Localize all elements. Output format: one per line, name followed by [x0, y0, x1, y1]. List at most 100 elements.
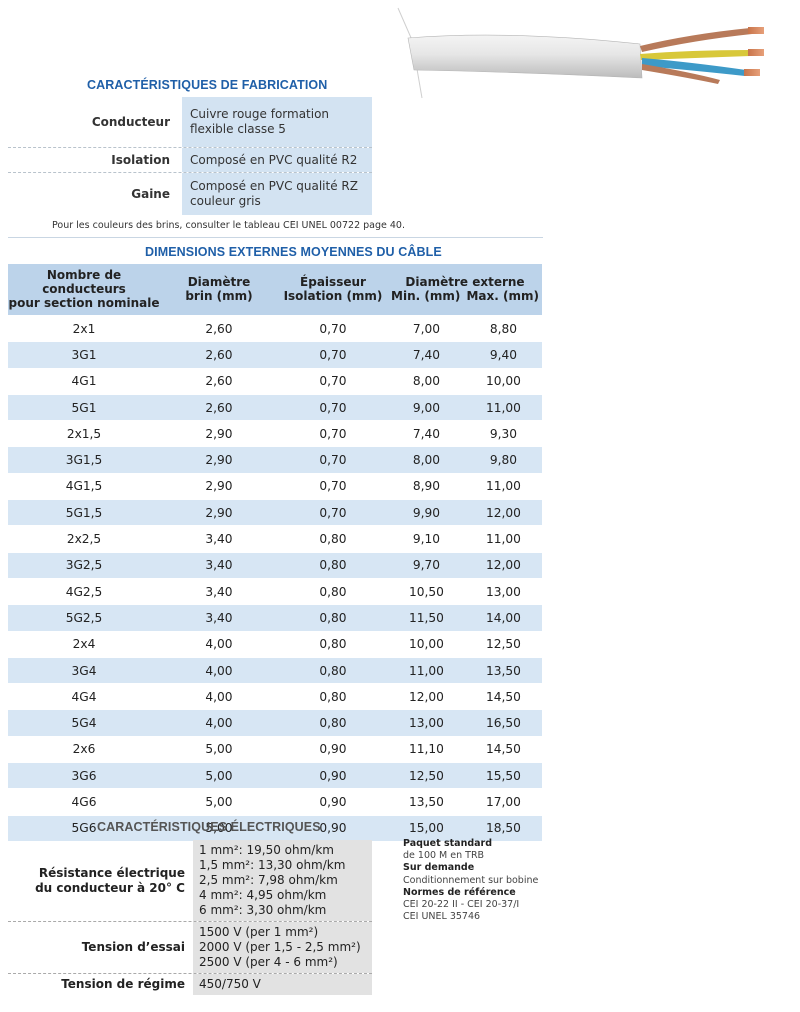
- table-header-row: Nombre de conducteurs pour section nomin…: [8, 264, 542, 316]
- cell-diameter-min: 7,00: [388, 314, 465, 342]
- table-row: 2x2,5 3,40 0,80 9,10 11,00: [8, 525, 542, 553]
- cell-diameter-max: 18,50: [465, 814, 542, 841]
- header-insulation-thickness: Épaisseur Isolation (mm): [278, 264, 388, 316]
- cell-conductors: 3G1,5: [8, 446, 160, 474]
- divider: [8, 237, 543, 238]
- cell-insulation: 0,70: [278, 393, 388, 421]
- cell-strand-diameter: 4,00: [160, 709, 278, 737]
- cell-insulation: 0,80: [278, 551, 388, 579]
- cell-diameter-min: 12,00: [388, 683, 465, 710]
- cell-conductors: 5G1: [8, 393, 160, 421]
- fabrication-label: Isolation: [111, 153, 170, 167]
- table-row: 3G1 2,60 0,70 7,40 9,40: [8, 341, 542, 369]
- fabrication-value: Composé en PVC qualité RZ couleur gris: [182, 173, 372, 215]
- demand-value: Conditionnement sur bobine: [403, 874, 539, 886]
- cell-conductors: 4G1: [8, 367, 160, 395]
- dimensions-table: Nombre de conducteurs pour section nomin…: [8, 264, 542, 841]
- cell-conductors: 5G4: [8, 709, 160, 737]
- table-row: 5G6 5,00 0,90 15,00 18,50: [8, 814, 542, 841]
- cell-insulation: 0,80: [278, 709, 388, 737]
- norms-line-2: CEI UNEL 35746: [403, 911, 481, 923]
- cell-insulation: 0,80: [278, 577, 388, 605]
- cell-conductors: 5G1,5: [8, 499, 160, 526]
- cell-strand-diameter: 5,00: [160, 814, 278, 841]
- fabrication-row: Isolation Composé en PVC qualité R2: [8, 148, 372, 173]
- cell-conductors: 4G2,5: [8, 577, 160, 605]
- cell-strand-diameter: 4,00: [160, 630, 278, 658]
- test-voltage-label: Tension d’essai: [81, 940, 185, 954]
- cell-diameter-max: 13,00: [465, 577, 542, 605]
- cell-diameter-max: 14,50: [465, 735, 542, 763]
- table-row: 4G2,5 3,40 0,80 10,50 13,00: [8, 577, 542, 605]
- cell-insulation: 0,70: [278, 341, 388, 369]
- table-row: 5G4 4,00 0,80 13,00 16,50: [8, 709, 542, 737]
- resistance-label: Résistance électrique du conducteur à 20…: [35, 865, 185, 895]
- packaging-title: Paquet standard: [403, 838, 493, 849]
- cell-diameter-min: 9,10: [388, 525, 465, 553]
- fabrication-title: CARACTÉRISTIQUES DE FABRICATION: [87, 78, 328, 92]
- cell-conductors: 2x1: [8, 314, 160, 342]
- cell-insulation: 0,80: [278, 656, 388, 684]
- fabrication-row: Gaine Composé en PVC qualité RZ couleur …: [8, 173, 372, 215]
- cell-insulation: 0,70: [278, 314, 388, 342]
- cell-diameter-min: 11,50: [388, 604, 465, 632]
- header-strand-diameter: Diamètre brin (mm): [160, 264, 278, 316]
- cell-diameter-max: 12,00: [465, 551, 542, 579]
- cell-strand-diameter: 5,00: [160, 735, 278, 763]
- cell-conductors: 2x4: [8, 630, 160, 658]
- demand-title: Sur demande: [403, 862, 475, 874]
- cell-conductors: 3G1: [8, 341, 160, 369]
- fabrication-value: Cuivre rouge formation flexible classe 5: [182, 97, 372, 147]
- operating-voltage-label: Tension de régime: [61, 977, 185, 991]
- packaging-value: de 100 M en TRB: [403, 850, 485, 862]
- cell-conductors: 5G2,5: [8, 604, 160, 632]
- cell-insulation: 0,80: [278, 604, 388, 632]
- cell-strand-diameter: 5,00: [160, 788, 278, 816]
- cell-diameter-min: 11,10: [388, 735, 465, 763]
- cell-diameter-max: 11,00: [465, 393, 542, 421]
- table-row: 2x4 4,00 0,80 10,00 12,50: [8, 630, 542, 658]
- electrical-table: Résistance électrique du conducteur à 20…: [8, 840, 372, 995]
- cell-diameter-min: 11,00: [388, 656, 465, 684]
- side-info: Paquet standard de 100 M en TRB Sur dema…: [403, 838, 538, 923]
- table-row: 4G1 2,60 0,70 8,00 10,00: [8, 367, 542, 395]
- cell-diameter-min: 10,00: [388, 630, 465, 658]
- cell-strand-diameter: 3,40: [160, 577, 278, 605]
- cell-strand-diameter: 2,90: [160, 446, 278, 474]
- cell-diameter-min: 8,00: [388, 367, 465, 395]
- cell-diameter-min: 8,90: [388, 472, 465, 500]
- cell-insulation: 0,90: [278, 735, 388, 763]
- resistance-values: 1 mm²: 19,50 ohm/km 1,5 mm²: 13,30 ohm/k…: [193, 840, 372, 921]
- cell-diameter-max: 12,00: [465, 499, 542, 526]
- fabrication-label: Gaine: [131, 187, 170, 201]
- header-conductors: Nombre de conducteurs pour section nomin…: [8, 264, 160, 316]
- cell-diameter-max: 15,50: [465, 762, 542, 789]
- cell-strand-diameter: 3,40: [160, 525, 278, 553]
- cell-insulation: 0,80: [278, 630, 388, 658]
- fabrication-note: Pour les couleurs des brins, consulter l…: [52, 220, 405, 231]
- cell-conductors: 4G4: [8, 683, 160, 710]
- header-max: Max. (mm): [466, 289, 539, 303]
- cell-conductors: 4G6: [8, 788, 160, 816]
- table-row: 4G1,5 2,90 0,70 8,90 11,00: [8, 472, 542, 500]
- cell-insulation: 0,70: [278, 420, 388, 447]
- cell-strand-diameter: 2,60: [160, 341, 278, 369]
- cell-strand-diameter: 5,00: [160, 762, 278, 789]
- cell-insulation: 0,70: [278, 446, 388, 474]
- table-row: 3G6 5,00 0,90 12,50 15,50: [8, 762, 542, 789]
- cell-diameter-max: 14,00: [465, 604, 542, 632]
- cell-insulation: 0,70: [278, 472, 388, 500]
- table-row: 2x1 2,60 0,70 7,00 8,80: [8, 314, 542, 342]
- table-row: 2x1,5 2,90 0,70 7,40 9,30: [8, 420, 542, 447]
- cell-diameter-max: 11,00: [465, 525, 542, 553]
- fabrication-value: Composé en PVC qualité R2: [182, 148, 372, 172]
- cell-conductors: 3G6: [8, 762, 160, 789]
- cell-diameter-min: 10,50: [388, 577, 465, 605]
- cell-strand-diameter: 3,40: [160, 604, 278, 632]
- cell-strand-diameter: 2,90: [160, 499, 278, 526]
- cell-diameter-max: 13,50: [465, 656, 542, 684]
- electrical-title: CARACTÉRISTIQUES ÉLECTRIQUES: [97, 820, 321, 834]
- cell-diameter-max: 12,50: [465, 630, 542, 658]
- dimensions-title: DIMENSIONS EXTERNES MOYENNES DU CÂBLE: [145, 245, 442, 259]
- cell-diameter-max: 17,00: [465, 788, 542, 816]
